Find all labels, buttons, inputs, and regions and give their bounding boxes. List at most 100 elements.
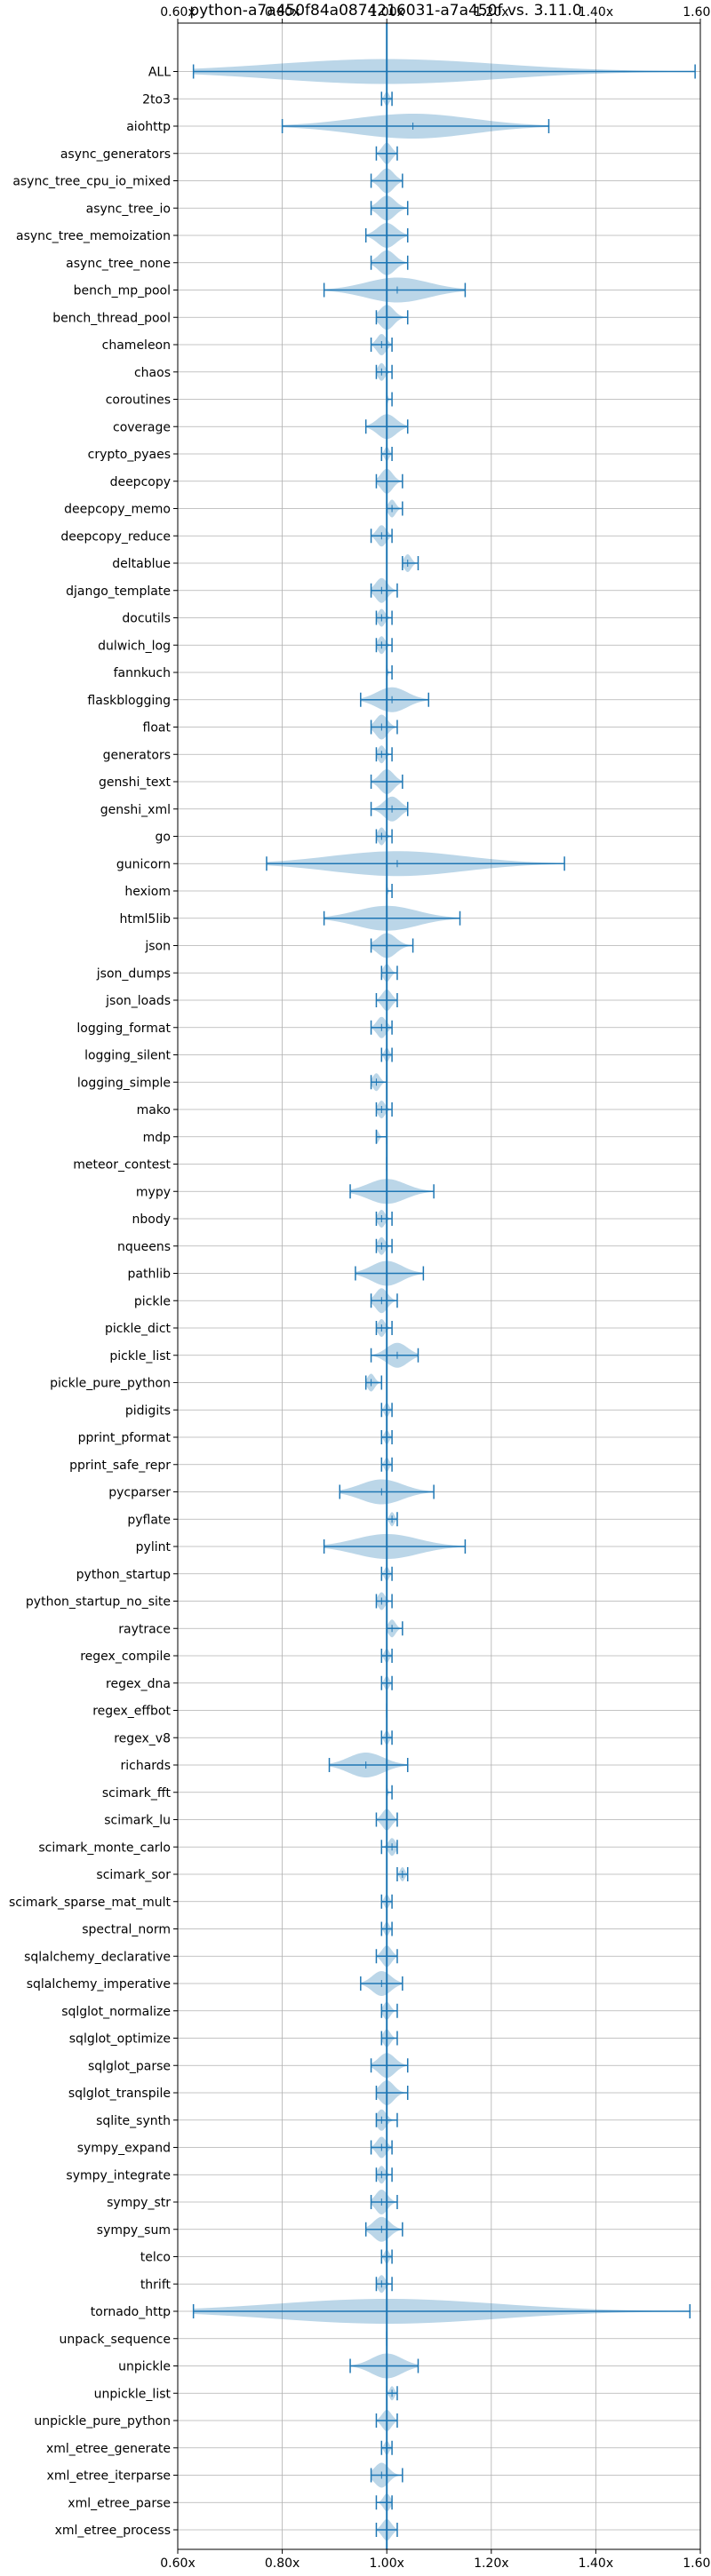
category-label: richards bbox=[121, 1759, 172, 1773]
category-label: spectral_norm bbox=[82, 1923, 171, 1937]
x-tick-label-bottom: 1.00x bbox=[369, 2556, 403, 2571]
category-label: tornado_http bbox=[91, 2305, 171, 2319]
x-tick-label-bottom: 1.40x bbox=[579, 2556, 613, 2571]
category-label: mypy bbox=[136, 1185, 171, 1199]
category-label: json_loads bbox=[105, 994, 171, 1008]
category-label: sympy_expand bbox=[77, 2142, 171, 2156]
category-label: async_generators bbox=[60, 147, 171, 162]
category-label: unpack_sequence bbox=[60, 2333, 171, 2347]
category-label: scimark_lu bbox=[104, 1814, 171, 1828]
category-label: chameleon bbox=[102, 338, 171, 353]
category-label: unpickle_list bbox=[94, 2387, 172, 2401]
category-label: sqlglot_normalize bbox=[61, 2005, 171, 2019]
x-tick-label-top: 1.20x bbox=[474, 5, 508, 20]
category-label: async_tree_none bbox=[66, 257, 171, 271]
category-label: unpickle_pure_python bbox=[34, 2414, 171, 2429]
category-label: xml_etree_parse bbox=[68, 2496, 171, 2510]
category-labels: ALL 2to3 aiohttp async_generators async_tree… bbox=[9, 66, 171, 2539]
category-label: pycparser bbox=[108, 1486, 171, 1500]
category-label: flaskblogging bbox=[87, 694, 171, 708]
category-label: sympy_sum bbox=[97, 2223, 171, 2238]
category-label: sqlalchemy_imperative bbox=[27, 1977, 171, 1992]
x-tick-label-top: 1.60x bbox=[683, 5, 711, 20]
category-label: mdp bbox=[143, 1131, 172, 1145]
category-label: django_template bbox=[66, 584, 171, 599]
category-label: sqlglot_optimize bbox=[69, 2032, 171, 2047]
category-label: regex_dna bbox=[106, 1677, 171, 1691]
category-label: scimark_fft bbox=[102, 1786, 172, 1801]
category-label: sqlglot_parse bbox=[88, 2059, 171, 2073]
category-label: pyflate bbox=[127, 1513, 171, 1527]
category-label: genshi_text bbox=[99, 775, 172, 790]
category-label: bench_mp_pool bbox=[74, 284, 171, 298]
category-label: generators bbox=[103, 748, 171, 762]
category-label: pickle_dict bbox=[105, 1322, 172, 1336]
category-label: scimark_sor bbox=[96, 1868, 171, 1882]
category-label: pickle_list bbox=[109, 1349, 171, 1364]
category-label: thrift bbox=[140, 2278, 172, 2292]
category-label: genshi_xml bbox=[100, 803, 171, 817]
category-label: mako bbox=[137, 1103, 171, 1117]
category-label: deepcopy bbox=[110, 475, 171, 489]
category-label: hexiom bbox=[124, 885, 171, 899]
category-label: deltablue bbox=[112, 557, 171, 571]
category-label: json_dumps bbox=[96, 966, 171, 981]
category-label: regex_v8 bbox=[114, 1731, 171, 1745]
category-label: docutils bbox=[122, 612, 171, 626]
category-label: async_tree_io bbox=[86, 202, 171, 216]
category-label: pidigits bbox=[125, 1403, 171, 1418]
category-label: logging_simple bbox=[77, 1076, 171, 1090]
category-label: sqlite_synth bbox=[96, 2114, 171, 2128]
category-label: telco bbox=[140, 2251, 171, 2265]
category-label: aiohttp bbox=[126, 120, 171, 134]
category-label: regex_compile bbox=[80, 1650, 171, 1664]
category-label: gunicorn bbox=[116, 857, 171, 871]
category-label: scimark_monte_carlo bbox=[38, 1841, 171, 1855]
range-bars bbox=[192, 64, 696, 2537]
violins bbox=[193, 59, 696, 2540]
category-label: async_tree_memoization bbox=[16, 229, 171, 243]
category-label: logging_silent bbox=[84, 1049, 171, 1063]
category-label: deepcopy_reduce bbox=[60, 529, 171, 544]
x-tick-label-bottom: 1.20x bbox=[474, 2556, 508, 2571]
grid-lines bbox=[177, 23, 701, 2549]
category-label: go bbox=[156, 831, 171, 845]
category-label: sqlalchemy_declarative bbox=[24, 1950, 171, 1964]
chart-title: python-a7a450f84a0874216031-a7a450f vs. … bbox=[189, 2, 581, 20]
category-label: deepcopy_memo bbox=[64, 503, 171, 517]
category-label: crypto_pyaes bbox=[88, 448, 171, 462]
category-label: pickle bbox=[134, 1294, 171, 1308]
category-label: logging_format bbox=[76, 1022, 171, 1036]
category-label: coverage bbox=[113, 420, 171, 434]
x-tick-label-bottom: 0.60x bbox=[160, 2556, 195, 2571]
category-label: pprint_safe_repr bbox=[69, 1459, 171, 1473]
category-label: fannkuch bbox=[114, 666, 171, 680]
category-label: raytrace bbox=[118, 1622, 171, 1636]
category-label: unpickle bbox=[118, 2360, 171, 2374]
x-tick-label-top: 1.00x bbox=[369, 5, 403, 20]
plot-frame bbox=[177, 22, 701, 2550]
category-label: python_startup bbox=[76, 1568, 171, 1582]
x-tick-label-top: 1.40x bbox=[579, 5, 613, 20]
category-label: pylint bbox=[136, 1540, 172, 1554]
category-label: float bbox=[143, 721, 172, 735]
category-label: json bbox=[144, 940, 171, 954]
x-tick-label-top: 0.80x bbox=[265, 5, 300, 20]
category-label: nbody bbox=[132, 1212, 172, 1227]
category-label: xml_etree_process bbox=[55, 2524, 171, 2538]
category-label: scimark_sparse_mat_mult bbox=[9, 1896, 171, 1910]
category-label: meteor_contest bbox=[73, 1158, 171, 1173]
category-label: xml_etree_generate bbox=[46, 2442, 171, 2456]
category-label: xml_etree_iterparse bbox=[47, 2469, 171, 2484]
category-label: coroutines bbox=[106, 394, 171, 408]
category-label: async_tree_cpu_io_mixed bbox=[12, 175, 171, 189]
category-label: python_startup_no_site bbox=[26, 1595, 171, 1610]
category-label: pickle_pure_python bbox=[50, 1377, 171, 1391]
x-ticks: 0.60x 0.60x 0.80x 0.80x 1.00x 1.00x 1.20x 1.20x… bbox=[160, 5, 711, 2571]
category-label: sqlglot_transpile bbox=[68, 2087, 171, 2101]
x-tick-label-bottom: 0.80x bbox=[265, 2556, 300, 2571]
category-label: nqueens bbox=[117, 1240, 171, 1254]
category-label: dulwich_log bbox=[98, 639, 171, 653]
category-label: sympy_integrate bbox=[66, 2168, 171, 2182]
